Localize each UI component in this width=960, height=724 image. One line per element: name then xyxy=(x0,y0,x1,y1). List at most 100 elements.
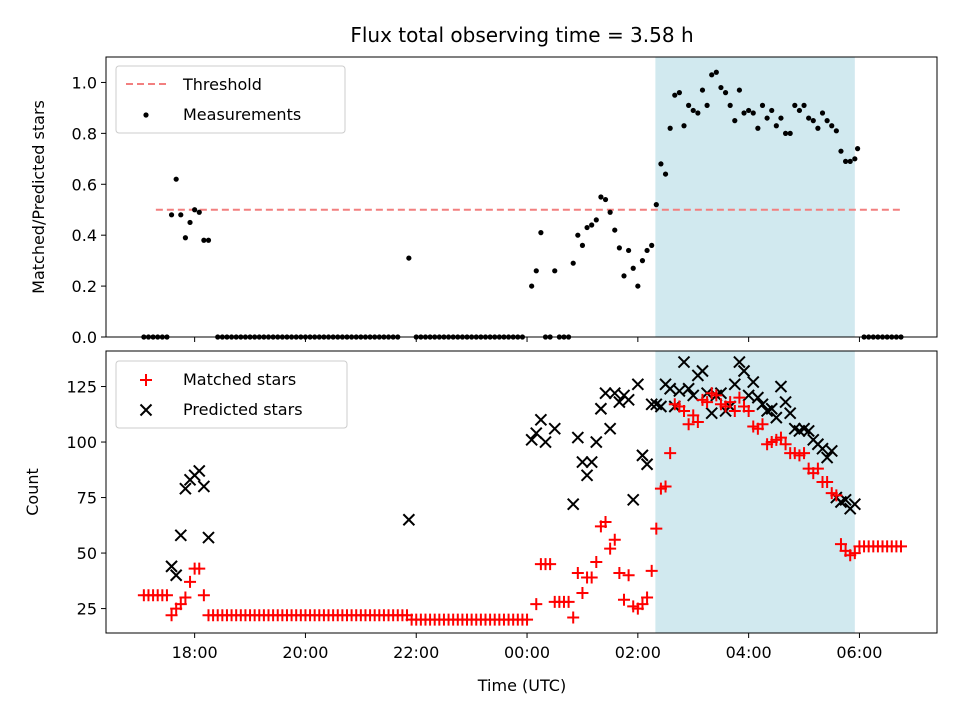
matched-point-6 xyxy=(165,609,178,622)
measurement-point-114 xyxy=(686,102,692,108)
matched-point-127 xyxy=(728,404,741,417)
measurement-point-147 xyxy=(838,148,844,154)
measurement-point-117 xyxy=(699,87,706,93)
predicted-point-17 xyxy=(576,455,589,469)
x-tick-label-4: 02:00 xyxy=(615,643,661,662)
legend-predicted-label: Predicted stars xyxy=(183,400,303,419)
matched-point-83 xyxy=(521,613,534,626)
predicted-point-13 xyxy=(539,435,552,449)
predicted-point-18 xyxy=(580,469,594,482)
predicted-point-30 xyxy=(636,449,649,462)
measurement-point-55 xyxy=(406,255,412,261)
measurement-point-101 xyxy=(626,247,632,254)
predicted-point-12 xyxy=(534,413,548,427)
matched-point-150 xyxy=(834,538,847,551)
matched-point-102 xyxy=(613,567,626,580)
measurement-point-96 xyxy=(602,196,609,203)
measurement-point-103 xyxy=(635,283,641,289)
measurement-point-128 xyxy=(750,110,756,116)
measurement-point-129 xyxy=(755,125,761,131)
predicted-point-16 xyxy=(571,431,585,444)
measurement-point-11 xyxy=(192,207,198,213)
measurement-point-107 xyxy=(653,202,659,208)
predicted-point-32 xyxy=(645,398,658,411)
matched-point-91 xyxy=(562,595,575,608)
matched-point-100 xyxy=(604,542,617,555)
predicted-point-43 xyxy=(696,364,709,378)
measurement-point-130 xyxy=(759,102,766,108)
legend-predicted-swatch xyxy=(139,403,153,417)
measurement-point-138 xyxy=(796,107,803,114)
measurement-point-97 xyxy=(607,209,613,215)
measurement-point-141 xyxy=(810,118,816,124)
matched-point-9 xyxy=(179,591,192,604)
measurement-point-119 xyxy=(709,72,715,78)
measurement-point-116 xyxy=(695,110,701,116)
predicted-point-31 xyxy=(640,458,654,471)
measurement-point-133 xyxy=(773,123,779,129)
matched-point-126 xyxy=(724,396,737,409)
legend-threshold-label: Threshold xyxy=(182,75,262,94)
predicted-point-27 xyxy=(622,393,635,407)
measurement-point-111 xyxy=(672,92,678,98)
measurement-point-135 xyxy=(782,130,789,136)
matched-point-130 xyxy=(742,404,755,417)
measurement-point-151 xyxy=(854,146,861,152)
matched-point-112 xyxy=(659,480,672,493)
measurement-point-112 xyxy=(676,90,682,96)
measurement-point-127 xyxy=(746,107,752,114)
predicted-point-59 xyxy=(770,411,783,424)
predicted-point-8 xyxy=(202,531,215,544)
measurement-point-122 xyxy=(722,90,729,96)
top-plot-frame xyxy=(105,56,938,338)
matched-point-110 xyxy=(650,522,663,535)
matched-point-93 xyxy=(571,567,584,580)
matched-point-84 xyxy=(530,598,543,611)
matched-point-123 xyxy=(710,389,723,402)
x-tick-label-0: 18:00 xyxy=(172,643,218,662)
top-y-tick-label-4: 0.8 xyxy=(72,124,97,143)
measurement-point-113 xyxy=(681,123,687,129)
predicted-point-61 xyxy=(779,395,792,409)
matched-point-153 xyxy=(848,547,861,560)
measurement-point-82 xyxy=(538,230,544,236)
bottom-y-tick-label-2: 75 xyxy=(77,489,97,508)
predicted-point-15 xyxy=(566,498,580,511)
predicted-point-66 xyxy=(802,424,815,438)
predicted-point-20 xyxy=(590,435,603,449)
measurement-point-10 xyxy=(187,219,193,226)
measurement-point-81 xyxy=(533,268,539,274)
top-y-tick-label-2: 0.4 xyxy=(72,226,97,245)
predicted-point-6 xyxy=(193,464,206,478)
x-tick-label-2: 22:00 xyxy=(393,643,439,662)
matched-point-99 xyxy=(599,515,612,528)
measurement-point-126 xyxy=(741,110,747,116)
predicted-point-60 xyxy=(774,380,788,393)
measurement-point-137 xyxy=(792,102,798,108)
measurement-point-143 xyxy=(819,110,826,116)
matched-point-142 xyxy=(798,447,811,460)
matched-point-12 xyxy=(193,562,206,575)
measurement-point-115 xyxy=(690,107,696,114)
bottom-shaded-region xyxy=(655,351,855,633)
predicted-point-40 xyxy=(682,382,695,395)
predicted-point-19 xyxy=(585,455,598,469)
matched-point-145 xyxy=(811,462,824,475)
matched-point-108 xyxy=(641,591,654,604)
measurement-point-12 xyxy=(196,209,202,215)
matched-point-113 xyxy=(664,447,677,460)
predicted-point-9 xyxy=(402,513,416,526)
matched-point-149 xyxy=(830,489,843,502)
matched-point-133 xyxy=(756,418,769,431)
predicted-point-54 xyxy=(747,375,760,389)
measurement-point-146 xyxy=(833,128,839,134)
predicted-point-3 xyxy=(179,482,192,495)
matched-point-97 xyxy=(590,555,603,568)
measurement-point-98 xyxy=(612,227,618,233)
predicted-point-25 xyxy=(613,395,626,409)
measurement-point-125 xyxy=(736,87,743,93)
matched-point-138 xyxy=(779,438,792,451)
x-axis-label: Time (UTC) xyxy=(477,676,566,695)
bottom-y-tick-label-0: 25 xyxy=(77,600,97,619)
measurement-point-80 xyxy=(529,283,535,289)
